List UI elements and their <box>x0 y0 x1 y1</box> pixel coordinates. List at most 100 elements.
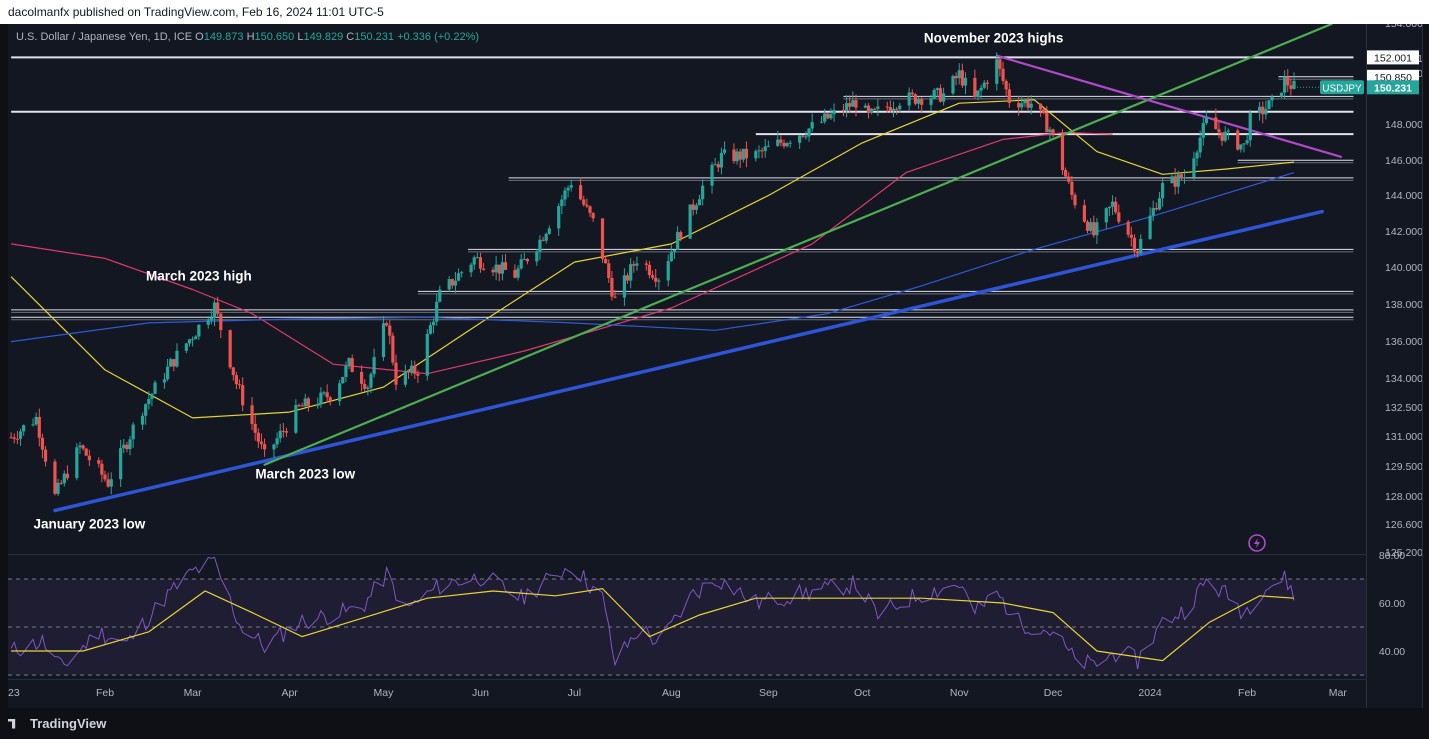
candle-body <box>450 279 454 286</box>
moving-average-mid <box>11 131 1113 375</box>
candle-body <box>1026 100 1030 108</box>
time-tick-label: Dec <box>1044 687 1063 699</box>
trend-line-purple <box>995 54 1343 158</box>
price-tick-label: 132.500 <box>1385 402 1422 414</box>
candle-body <box>231 367 235 376</box>
candle-body <box>410 365 414 373</box>
candle-body <box>103 474 107 480</box>
candle-body <box>982 82 986 88</box>
candle-body <box>910 92 914 95</box>
candle-body <box>316 404 320 406</box>
candle-body <box>460 272 464 274</box>
chart-frame[interactable]: 154.000152.001150.850148.000146.000144.0… <box>0 18 1423 708</box>
candle-body <box>328 397 332 402</box>
candle-body <box>644 263 648 265</box>
candle-body <box>535 251 539 262</box>
candle-body <box>744 148 749 159</box>
candle-body <box>100 463 104 475</box>
candle-body <box>209 317 213 321</box>
candle-body <box>1176 174 1180 187</box>
candle-body <box>1114 201 1118 213</box>
candle-body <box>788 142 792 144</box>
candle-body <box>475 257 479 259</box>
candle-body <box>128 439 132 450</box>
candle-body <box>294 405 298 433</box>
candle-body <box>1198 137 1202 153</box>
candle-body <box>625 275 630 281</box>
candle-body <box>438 289 442 302</box>
price-badge <box>1367 69 1419 84</box>
flash-icon <box>1248 534 1266 552</box>
candle-body <box>785 143 789 147</box>
candle-body <box>416 373 420 376</box>
candle-body <box>350 358 354 372</box>
candle-body <box>84 448 88 456</box>
candle-body <box>1270 96 1274 101</box>
candle-body <box>62 473 66 484</box>
chart-annotation: March 2023 high <box>146 268 252 283</box>
candle-body <box>37 416 41 438</box>
candle-body <box>776 139 780 146</box>
tradingview-logo[interactable]: TradingView <box>8 716 106 731</box>
candle-body <box>1023 100 1027 104</box>
candle-body <box>1051 129 1055 135</box>
candle-body <box>1004 80 1008 90</box>
candle-body <box>234 375 239 385</box>
symbol-badge <box>1320 80 1364 95</box>
candle-body <box>1132 237 1137 252</box>
candle-body <box>15 438 19 440</box>
price-tick-label: 136.000 <box>1385 336 1422 348</box>
candle-body <box>716 164 720 168</box>
candle-body <box>1261 106 1265 115</box>
candle-body <box>106 479 110 487</box>
candle-body <box>435 301 439 322</box>
candle-body <box>369 374 373 388</box>
candle-body <box>187 339 192 344</box>
candle-body <box>735 151 739 162</box>
candle-body <box>841 109 846 112</box>
tradingview-icon <box>8 718 16 729</box>
chart-canvas[interactable]: 154.000152.001150.850148.000146.000144.0… <box>0 18 1423 708</box>
candle-body <box>541 239 545 241</box>
candle-body <box>810 122 814 129</box>
candle-body <box>1060 134 1065 171</box>
candle-body <box>43 449 48 462</box>
candle-body <box>920 99 924 105</box>
candle-body <box>998 59 1002 69</box>
rsi-line <box>10 556 1295 670</box>
candle-body <box>701 185 705 200</box>
candle-body <box>78 445 82 448</box>
flash-icon-bolt <box>1254 538 1260 548</box>
footer-bar <box>0 708 1429 739</box>
candle-body <box>929 98 933 105</box>
candle-body <box>647 264 652 276</box>
candle-body <box>732 149 736 162</box>
candle-body <box>1161 183 1165 199</box>
candle-body <box>259 441 264 445</box>
candle-body <box>547 228 551 234</box>
high-value: 150.650 <box>254 31 295 43</box>
candle-body <box>216 302 220 314</box>
candle-body <box>1217 129 1221 133</box>
candle-body <box>516 268 520 278</box>
time-tick-label: May <box>374 687 395 699</box>
candle-body <box>34 416 38 425</box>
low-value: 149.829 <box>303 31 344 43</box>
candle-body <box>394 362 398 385</box>
candle-body <box>957 70 961 79</box>
candle-body <box>1154 208 1158 210</box>
candle-body <box>1179 174 1183 179</box>
candle-body <box>719 152 724 168</box>
candle-body <box>782 142 786 147</box>
candle-body <box>65 473 70 479</box>
time-tick-label: Mar <box>184 687 203 699</box>
candle-body <box>1020 103 1024 108</box>
candle-body <box>1286 76 1290 86</box>
candle-body <box>1245 140 1249 144</box>
candle-body <box>491 269 495 273</box>
candle-body <box>147 399 151 405</box>
candle-body <box>1073 194 1077 206</box>
candle-body <box>184 343 188 351</box>
candle-body <box>801 135 805 137</box>
candle-body <box>206 320 210 325</box>
